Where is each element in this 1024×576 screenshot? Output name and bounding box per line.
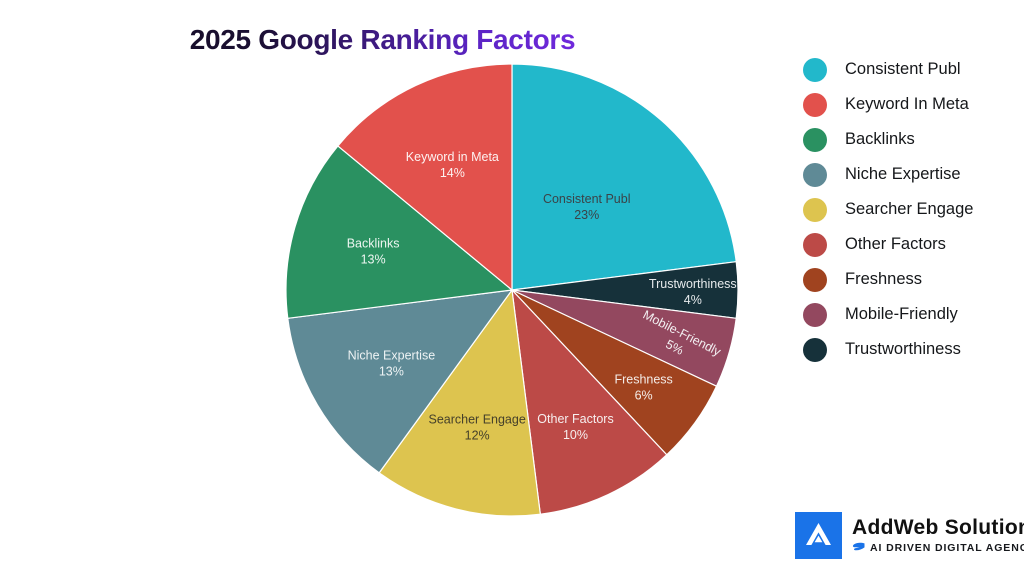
legend-color-swatch (803, 92, 827, 117)
pie-slice-label-name: Keyword in Meta (406, 150, 499, 164)
pie-slice-label-percent: 12% (465, 429, 490, 443)
legend-color-swatch (803, 162, 827, 187)
pie-slice[interactable] (285, 145, 513, 319)
pie-slice-label-name: Backlinks (347, 237, 400, 251)
pie-slice-label-percent: 14% (440, 166, 465, 180)
pie-slice-label: Niche Expertise 13% (348, 348, 436, 378)
logo-tagline: AI DRIVEN DIGITAL AGENCY (870, 541, 1024, 554)
legend-item[interactable]: Keyword In Meta (803, 87, 1018, 122)
pie-slice-label-name: Other Factors (537, 412, 613, 426)
pie-slice-label: Consistent Publ 23% (543, 192, 631, 222)
pie-slice-label-name: Consistent Publ (543, 192, 631, 206)
pie-slice[interactable] (378, 289, 541, 517)
pie-slice-label-name: Trustworthiness (649, 277, 737, 291)
leaf-left-icon (852, 542, 865, 551)
pie-chart: Consistent Publ 23% Trustworthiness 4% Mobil… (285, 63, 739, 517)
legend-item-label: Consistent Publ (845, 60, 961, 78)
legend-item[interactable]: Other Factors (803, 227, 1018, 262)
page-title: 2025 Google Ranking Factors (0, 24, 765, 56)
legend-color-swatch (803, 197, 827, 222)
logo-tagline-row: AI DRIVEN DIGITAL AGENCY (852, 542, 1024, 554)
legend-item[interactable]: Searcher Engage (803, 192, 1018, 227)
legend-item-label: Freshness (845, 270, 923, 288)
pie-slice-label: Other Factors 10% (537, 412, 613, 442)
pie-slice[interactable] (287, 289, 513, 474)
legend-item[interactable]: Freshness (803, 262, 1018, 297)
pie-slice-label: Trustworthiness 4% (649, 277, 737, 307)
brand-logo: AddWeb Solution AI DRIVEN DIGITAL AGENCY (795, 512, 1024, 559)
pie-slice-label-name: Searcher Engage (429, 413, 526, 427)
legend-item-label: Backlinks (845, 130, 915, 148)
legend-color-swatch (803, 337, 827, 362)
pie-slice[interactable] (511, 289, 668, 515)
pie-slice-group (285, 63, 739, 517)
logo-a-glyph-icon (806, 523, 831, 545)
pie-slice-label-name: Freshness (614, 373, 672, 387)
addweb-logo-icon (795, 512, 842, 559)
legend-color-swatch (803, 302, 827, 327)
pie-slice-label-percent: 13% (361, 253, 386, 267)
legend-item[interactable]: Backlinks (803, 122, 1018, 157)
pie-chart-svg: Consistent Publ23%Trustworthiness4%Mobil… (285, 63, 739, 517)
chart-legend: Consistent Publ Keyword In Meta Backlinks N… (803, 52, 1018, 367)
legend-item-label: Other Factors (845, 235, 946, 253)
legend-color-swatch (803, 57, 827, 82)
legend-item-label: Trustworthiness (845, 340, 961, 358)
legend-item-label: Niche Expertise (845, 165, 961, 183)
pie-slice-label-percent: 13% (379, 364, 404, 378)
legend-item[interactable]: Niche Expertise (803, 157, 1018, 192)
legend-item-label: Searcher Engage (845, 200, 974, 218)
pie-slice-label-percent: 10% (563, 428, 588, 442)
legend-item[interactable]: Mobile-Friendly (803, 297, 1018, 332)
pie-slice-label-name: Niche Expertise (348, 348, 436, 362)
pie-slice-label: Searcher Engage 12% (429, 413, 526, 443)
pie-slice-label: Freshness 6% (614, 373, 672, 403)
logo-company-name: AddWeb Solution (852, 516, 1024, 540)
legend-item-label: Mobile-Friendly (845, 305, 958, 323)
pie-slice-label-percent: 6% (635, 389, 653, 403)
pie-slice-label-percent: 23% (574, 208, 599, 222)
pie-slice-label: Keyword in Meta 14% (406, 150, 499, 180)
legend-item-label: Keyword In Meta (845, 95, 969, 113)
legend-color-swatch (803, 267, 827, 292)
logo-text-block: AddWeb Solution AI DRIVEN DIGITAL AGENCY (852, 516, 1024, 554)
pie-slice[interactable] (511, 63, 737, 291)
legend-color-swatch (803, 127, 827, 152)
legend-color-swatch (803, 232, 827, 257)
legend-item[interactable]: Trustworthiness (803, 332, 1018, 367)
pie-slice[interactable] (337, 63, 513, 291)
legend-item[interactable]: Consistent Publ (803, 52, 1018, 87)
pie-slice-label-percent: 4% (684, 293, 702, 307)
pie-slice-label: Backlinks 13% (347, 237, 400, 267)
